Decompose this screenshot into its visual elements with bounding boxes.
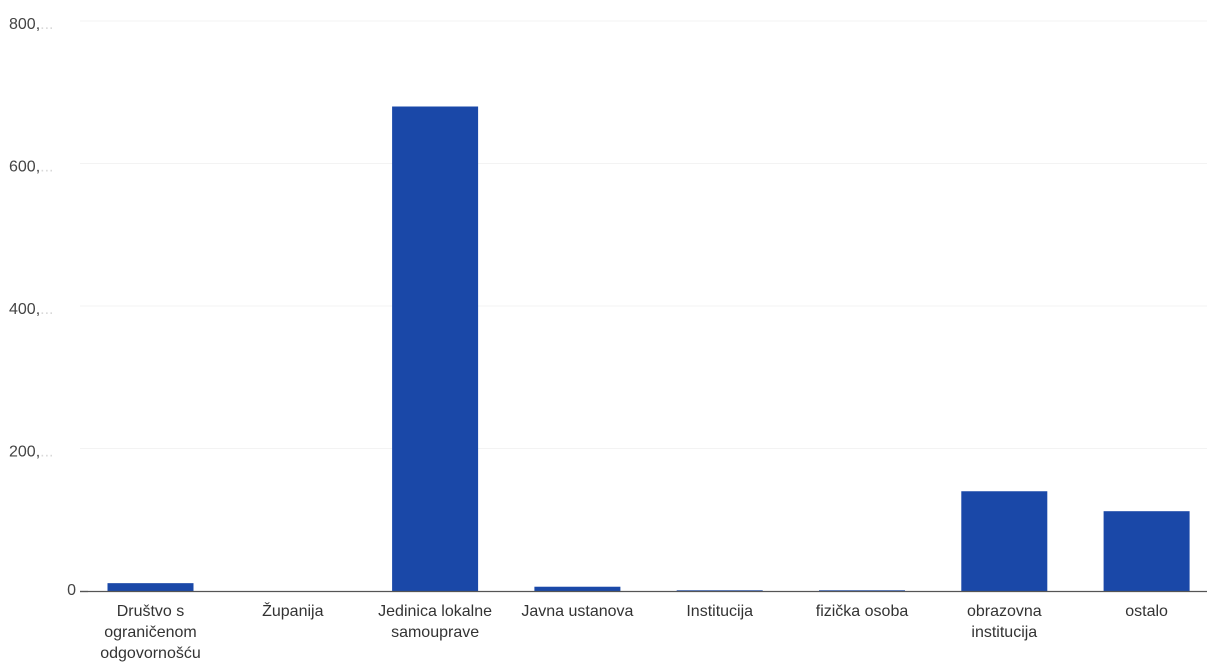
- x-category-label: fizička osoba: [816, 603, 909, 620]
- x-category-label: Javna ustanova: [521, 603, 633, 620]
- x-axis-labels: Društvo s ograničenom odgovornošću Županija…: [100, 601, 1168, 662]
- y-tick-label: 600,...: [9, 159, 53, 176]
- x-category-label: Jedinica lokalne samouprave: [378, 603, 492, 641]
- x-category-label: ostalo: [1125, 603, 1168, 620]
- x-category-label: Institucija: [686, 603, 753, 620]
- bar-4: [676, 590, 763, 591]
- x-category-label: obrazovna institucija: [967, 603, 1042, 641]
- bars: [107, 106, 1190, 591]
- bar-3: [534, 586, 621, 591]
- y-tick-label: 0: [67, 582, 76, 599]
- y-tick-label: 200,...: [9, 444, 53, 461]
- bar-6: [961, 491, 1048, 591]
- y-axis-ticks: 0 200,... 400,... 600,... 800,...: [9, 16, 88, 599]
- bar-7: [1103, 511, 1190, 591]
- bar-0: [107, 583, 194, 591]
- x-category-label: Društvo s ograničenom odgovornošću: [100, 603, 201, 662]
- bar-5: [819, 590, 905, 591]
- x-category-label: Županija: [262, 601, 323, 620]
- y-tick-label: 400,...: [9, 301, 53, 318]
- bar-2: [392, 106, 479, 591]
- gridlines: [80, 20, 1207, 449]
- y-tick-label: 800,...: [9, 16, 53, 33]
